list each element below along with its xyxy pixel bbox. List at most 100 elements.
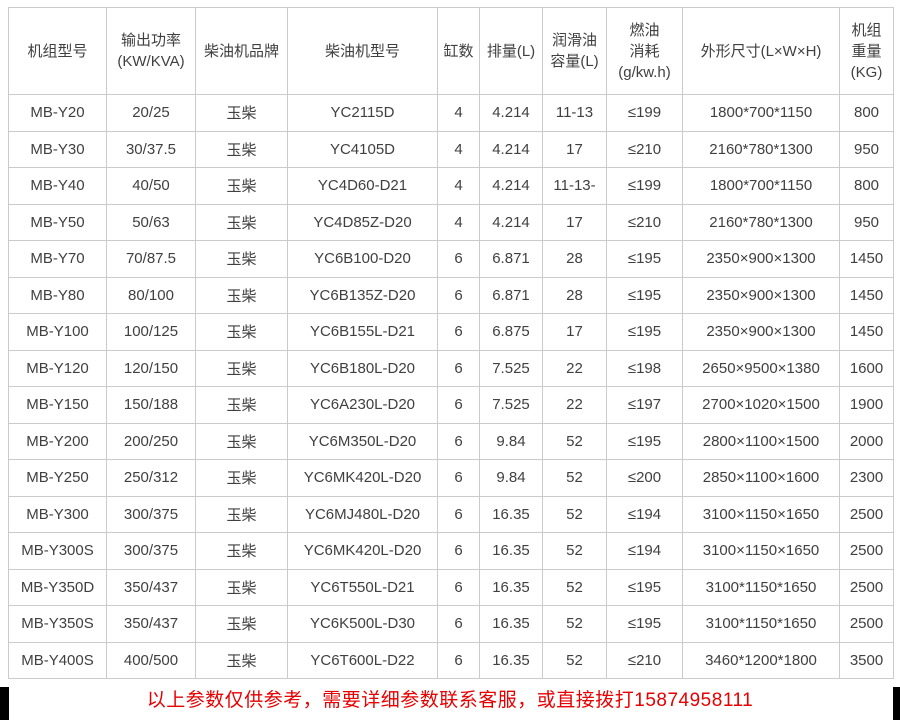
- cell-fuel: ≤194: [606, 532, 683, 570]
- cell-model: MB-Y50: [8, 203, 107, 241]
- table-row: MB-Y50 50/63 玉柴 YC4D85Z-D20 4 4.214 17 ≤210 2160…: [8, 203, 894, 241]
- cell-displacement: 4.214: [479, 203, 543, 241]
- cell-weight: 800: [839, 94, 894, 132]
- table-row: MB-Y200 200/250 玉柴 YC6M350L-D20 6 9.84 52 ≤195 2…: [8, 422, 894, 460]
- cell-dimensions: 2160*780*1300: [682, 130, 840, 168]
- cell-dimensions: 2160*780*1300: [682, 203, 840, 241]
- cell-cylinders: 4: [437, 130, 480, 168]
- cell-cylinders: 6: [437, 495, 480, 533]
- cell-fuel: ≤195: [606, 568, 683, 606]
- cell-brand: 玉柴: [195, 313, 288, 351]
- cell-fuel: ≤195: [606, 605, 683, 643]
- cell-dimensions: 3100×1150×1650: [682, 532, 840, 570]
- cell-fuel: ≤198: [606, 349, 683, 387]
- cell-engine: YC4D60-D21: [287, 167, 438, 205]
- cell-fuel: ≤210: [606, 203, 683, 241]
- cell-dimensions: 2350×900×1300: [682, 276, 840, 314]
- column-header-fuel: 燃油 消耗 (g/kw.h): [606, 7, 683, 95]
- cell-weight: 2500: [839, 495, 894, 533]
- cell-model: MB-Y350D: [8, 568, 107, 606]
- table-row: MB-Y120 120/150 玉柴 YC6B180L-D20 6 7.525 22 ≤198…: [8, 349, 894, 387]
- cell-lube: 52: [542, 495, 607, 533]
- cell-cylinders: 6: [437, 459, 480, 497]
- cell-brand: 玉柴: [195, 422, 288, 460]
- cell-weight: 2500: [839, 605, 894, 643]
- cell-fuel: ≤199: [606, 167, 683, 205]
- cell-engine: YC4105D: [287, 130, 438, 168]
- cell-cylinders: 6: [437, 240, 480, 278]
- cell-cylinders: 4: [437, 167, 480, 205]
- table-row: MB-Y70 70/87.5 玉柴 YC6B100-D20 6 6.871 28 ≤195 23…: [8, 240, 894, 278]
- cell-engine: YC6MK420L-D20: [287, 459, 438, 497]
- generator-spec-table: 机组型号 输出功率 (KW/KVA) 柴油机品牌 柴油机型号 缸数 排量(L) 润滑油 容量(L…: [8, 7, 894, 679]
- cell-power: 300/375: [106, 495, 196, 533]
- cell-power: 80/100: [106, 276, 196, 314]
- table-row: MB-Y350D 350/437 玉柴 YC6T550L-D21 6 16.35 52 ≤19…: [8, 568, 894, 606]
- cell-model: MB-Y40: [8, 167, 107, 205]
- cell-weight: 950: [839, 130, 894, 168]
- cell-brand: 玉柴: [195, 240, 288, 278]
- table-row: MB-Y100 100/125 玉柴 YC6B155L-D21 6 6.875 17 ≤195…: [8, 313, 894, 351]
- cell-brand: 玉柴: [195, 203, 288, 241]
- table-row: MB-Y40 40/50 玉柴 YC4D60-D21 4 4.214 11-13- ≤199 1…: [8, 167, 894, 205]
- cell-engine: YC6M350L-D20: [287, 422, 438, 460]
- cell-model: MB-Y300S: [8, 532, 107, 570]
- cell-cylinders: 4: [437, 203, 480, 241]
- cell-brand: 玉柴: [195, 605, 288, 643]
- cell-lube: 17: [542, 203, 607, 241]
- cell-power: 350/437: [106, 605, 196, 643]
- cell-lube: 52: [542, 422, 607, 460]
- cell-engine: YC6B135Z-D20: [287, 276, 438, 314]
- column-header-dimensions: 外形尺寸(L×W×H): [682, 7, 840, 95]
- cell-model: MB-Y150: [8, 386, 107, 424]
- table-row: MB-Y20 20/25 玉柴 YC2115D 4 4.214 11-13 ≤199 1800*…: [8, 94, 894, 132]
- cell-displacement: 4.214: [479, 94, 543, 132]
- cell-displacement: 16.35: [479, 495, 543, 533]
- table-body: MB-Y20 20/25 玉柴 YC2115D 4 4.214 11-13 ≤199 1800*…: [8, 94, 894, 679]
- cell-power: 300/375: [106, 532, 196, 570]
- column-header-engine: 柴油机型号: [287, 7, 438, 95]
- cell-dimensions: 1800*700*1150: [682, 94, 840, 132]
- cell-lube: 28: [542, 240, 607, 278]
- cell-brand: 玉柴: [195, 568, 288, 606]
- cell-power: 350/437: [106, 568, 196, 606]
- cell-dimensions: 2800×1100×1500: [682, 422, 840, 460]
- cell-dimensions: 3100*1150*1650: [682, 568, 840, 606]
- cell-engine: YC6B155L-D21: [287, 313, 438, 351]
- cell-displacement: 6.871: [479, 276, 543, 314]
- cell-fuel: ≤200: [606, 459, 683, 497]
- cell-lube: 17: [542, 313, 607, 351]
- cell-power: 70/87.5: [106, 240, 196, 278]
- table-row: MB-Y150 150/188 玉柴 YC6A230L-D20 6 7.525 22 ≤197…: [8, 386, 894, 424]
- cell-brand: 玉柴: [195, 167, 288, 205]
- cell-dimensions: 3100×1150×1650: [682, 495, 840, 533]
- cell-dimensions: 1800*700*1150: [682, 167, 840, 205]
- cell-brand: 玉柴: [195, 349, 288, 387]
- cell-cylinders: 6: [437, 386, 480, 424]
- cell-brand: 玉柴: [195, 459, 288, 497]
- cell-displacement: 16.35: [479, 605, 543, 643]
- cell-model: MB-Y300: [8, 495, 107, 533]
- cell-cylinders: 6: [437, 422, 480, 460]
- cell-weight: 2500: [839, 532, 894, 570]
- cell-lube: 17: [542, 130, 607, 168]
- cell-weight: 2500: [839, 568, 894, 606]
- cell-cylinders: 6: [437, 641, 480, 679]
- column-header-model: 机组型号: [8, 7, 107, 95]
- cell-fuel: ≤194: [606, 495, 683, 533]
- cell-dimensions: 3100*1150*1650: [682, 605, 840, 643]
- cell-dimensions: 3460*1200*1800: [682, 641, 840, 679]
- cell-displacement: 6.871: [479, 240, 543, 278]
- column-header-brand: 柴油机品牌: [195, 7, 288, 95]
- cell-cylinders: 6: [437, 605, 480, 643]
- cell-weight: 1450: [839, 240, 894, 278]
- cell-cylinders: 6: [437, 313, 480, 351]
- cell-lube: 52: [542, 459, 607, 497]
- cell-model: MB-Y350S: [8, 605, 107, 643]
- cell-model: MB-Y120: [8, 349, 107, 387]
- cell-brand: 玉柴: [195, 495, 288, 533]
- cell-lube: 52: [542, 568, 607, 606]
- column-header-weight: 机组 重量 (KG): [839, 7, 894, 95]
- cell-engine: YC6K500L-D30: [287, 605, 438, 643]
